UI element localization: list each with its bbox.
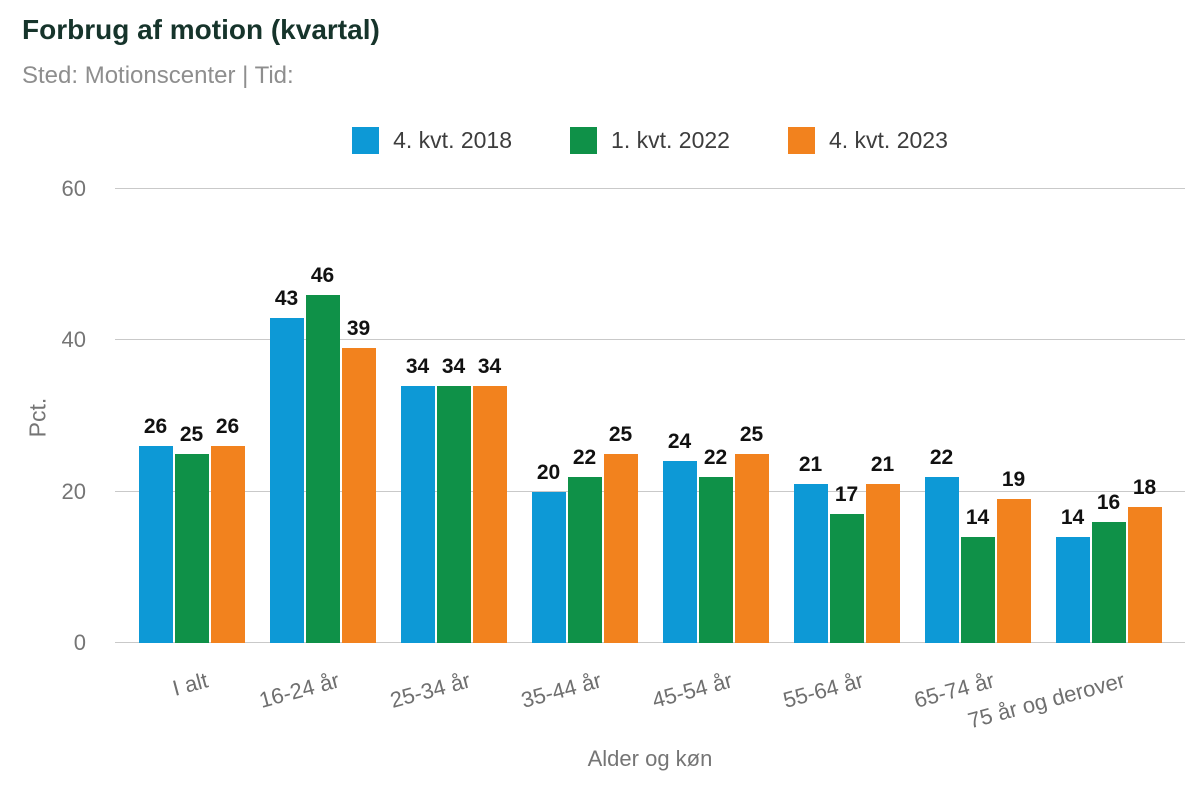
y-tick-label: 60 [61,176,86,201]
bar-group: 24 22 25 [650,189,781,643]
legend-item-2022: 1. kvt. 2022 [570,127,730,154]
value-label: 26 [215,415,240,439]
bar-group: 20 22 25 [519,189,650,643]
y-tick-label: 20 [61,478,86,504]
value-label: 16 [1096,490,1121,514]
value-label: 18 [1132,475,1157,499]
plot-area [115,188,1185,643]
bar-4-kvt-2018-16-24-år[interactable]: 43 [269,287,304,643]
bar-4-kvt-2018-25-34-år[interactable]: 34 [400,355,435,643]
bar-1-kvt-2022-16-24-år[interactable]: 46 [305,264,340,643]
bar-1-kvt-2022-i-alt[interactable]: 25 [174,423,209,643]
bar-4-kvt-2023-55-64-år[interactable]: 21 [865,453,900,643]
x-label-cell: I alt [126,651,257,746]
bar-4-kvt-2018-35-44-år[interactable]: 20 [531,461,566,643]
x-label-cell: 16-24 år [255,651,388,746]
value-label: 22 [572,445,597,469]
bar-4-kvt-2023-45-54-år[interactable]: 25 [734,423,769,643]
legend-label: 1. kvt. 2022 [611,127,730,153]
x-tick-label: 45-54 år [648,667,735,713]
bar-4-kvt-2023-35-44-år[interactable]: 25 [603,423,638,643]
legend-item-2023: 4. kvt. 2023 [787,127,948,154]
x-tick-label: 25-34 år [386,667,473,713]
bar-1-kvt-2022-55-64-år[interactable]: 17 [829,483,864,643]
value-label: 34 [441,354,466,378]
legend-swatch-orange [787,127,815,154]
bar-1-kvt-2022-65-74-år[interactable]: 14 [960,506,995,643]
value-label: 14 [1060,506,1085,530]
bar-1-kvt-2022-25-34-år[interactable]: 34 [436,355,471,643]
bar-groups: 26 25 26 43 46 39 34 34 34 20 22 25 24 22 25 21 17 21 22 14… [126,189,1174,643]
x-tick-label: I alt [169,667,211,701]
legend-item-2018: 4. kvt. 2018 [352,127,512,154]
bar-1-kvt-2022-75-år-og-derover[interactable]: 16 [1091,491,1126,643]
value-label: 24 [667,430,692,454]
x-axis-labels: I alt 16-24 år 25-34 år 35-44 år 45-54 år 55-… [126,651,1174,746]
value-label: 26 [143,415,168,439]
chart-title: Forbrug af motion (kvartal) [22,14,380,45]
bar-group: 21 17 21 [781,189,912,643]
bar-4-kvt-2018-i-alt[interactable]: 26 [138,415,173,643]
x-tick-label: 35-44 år [517,667,604,713]
legend-label: 4. kvt. 2023 [828,127,948,153]
value-label: 21 [870,453,895,477]
gridline [115,188,1185,189]
y-tick-label: 0 [73,630,86,655]
y-axis-title: Pct. [24,397,51,438]
value-label: 39 [346,316,371,340]
legend-swatch-green [570,127,598,154]
value-label: 14 [965,506,990,530]
bar-1-kvt-2022-45-54-år[interactable]: 22 [698,446,733,643]
bar-4-kvt-2023-65-74-år[interactable]: 19 [996,468,1031,643]
bar-4-kvt-2023-25-34-år[interactable]: 34 [472,355,507,643]
value-label: 19 [1001,468,1026,492]
value-label: 25 [608,422,633,446]
x-label-cell: 45-54 år [648,651,781,746]
x-tick-label: 16-24 år [255,667,342,713]
value-label: 25 [739,422,764,446]
bar-4-kvt-2023-i-alt[interactable]: 26 [210,415,245,643]
value-label: 34 [477,354,502,378]
bar-4-kvt-2018-45-54-år[interactable]: 24 [662,430,697,643]
x-label-cell: 35-44 år [517,651,650,746]
x-tick-label: 55-64 år [779,667,866,713]
bar-group: 34 34 34 [388,189,519,643]
value-label: 43 [274,286,299,310]
x-label-cell: 75 år og derover [965,651,1174,746]
legend-label: 4. kvt. 2018 [393,127,513,153]
gridline [115,490,1185,492]
bar-group: 43 46 39 [257,189,388,643]
chart-subtitle: Sted: Motionscenter | Tid: [22,62,294,89]
value-label: 21 [798,453,823,477]
gridline [115,642,1185,643]
value-label: 22 [703,445,728,469]
value-label: 17 [834,483,859,507]
bar-4-kvt-2018-75-år-og-derover[interactable]: 14 [1055,506,1090,643]
value-label: 20 [536,460,561,484]
x-label-cell: 25-34 år [386,651,519,746]
bar-group: 14 16 18 [1043,189,1174,643]
legend: 4. kvt. 2018 1. kvt. 2022 4. kvt. 2023 [115,127,1185,154]
bar-4-kvt-2023-16-24-år[interactable]: 39 [341,317,376,643]
bar-group: 26 25 26 [126,189,257,643]
bar-4-kvt-2023-75-år-og-derover[interactable]: 18 [1127,476,1162,643]
gridline [115,339,1185,341]
value-label: 22 [929,445,954,469]
bar-4-kvt-2018-55-64-år[interactable]: 21 [793,453,828,643]
x-label-cell: 55-64 år [779,651,912,746]
y-tick-label: 40 [61,327,86,353]
bar-group: 22 14 19 [912,189,1043,643]
value-label: 34 [405,354,430,378]
bar-4-kvt-2018-65-74-år[interactable]: 22 [924,446,959,643]
value-label: 25 [179,422,204,446]
bar-1-kvt-2022-35-44-år[interactable]: 22 [567,446,602,643]
legend-swatch-blue [352,127,380,154]
x-axis-title: Alder og køn [587,746,713,771]
y-axis-ticks: 0 20 40 60 [0,177,96,655]
value-label: 46 [310,263,335,287]
